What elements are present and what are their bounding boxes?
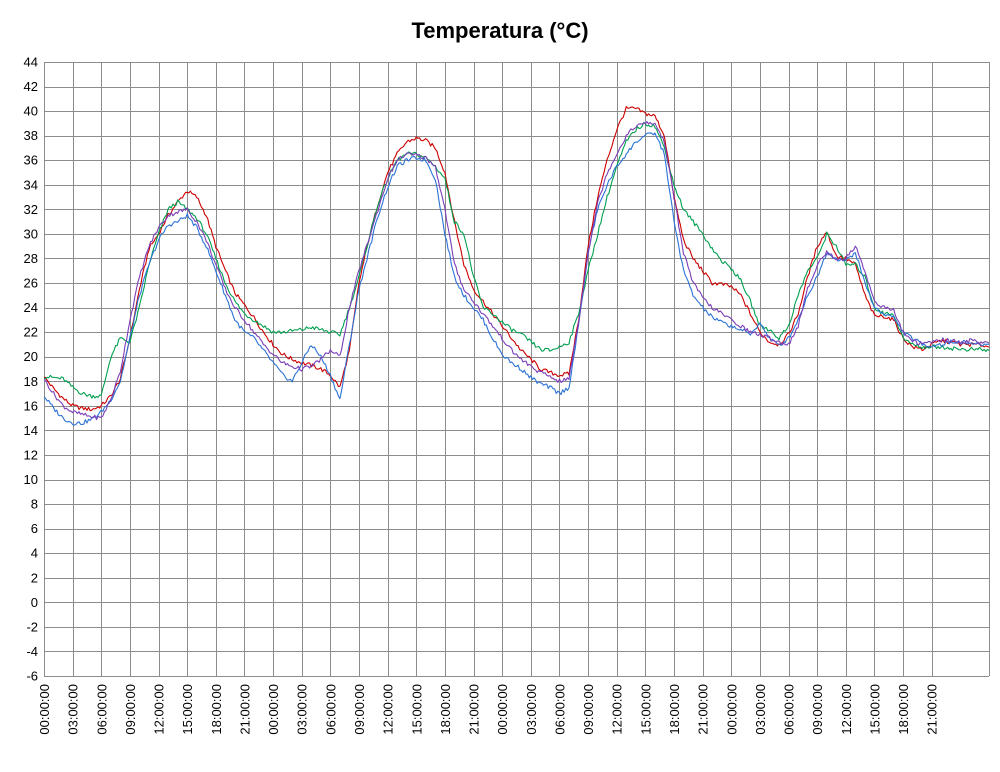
y-tick-label: 42 [24,79,38,94]
y-tick-label: 20 [24,349,38,364]
y-tick-label: 0 [31,595,38,610]
x-tick-label: 12:00:00 [381,684,396,735]
x-tick-label: 18:00:00 [667,684,682,735]
x-tick-label: 15:00:00 [409,684,424,735]
y-tick-label: 30 [24,226,38,241]
series-layer [43,106,990,426]
x-tick-label: 09:00:00 [581,684,596,735]
y-tick-label: 34 [24,177,38,192]
x-tick-label: 09:00:00 [123,684,138,735]
x-tick-label: 00:00:00 [37,684,52,735]
x-tick-label: 06:00:00 [94,684,109,735]
y-tick-label: 38 [24,128,38,143]
y-tick-label: 16 [24,398,38,413]
y-tick-label: 2 [31,570,38,585]
y-tick-label: 40 [24,104,38,119]
y-tick-label: 14 [24,423,38,438]
x-tick-label: 00:00:00 [724,684,739,735]
y-tick-label: -2 [26,619,38,634]
y-tick-label: 28 [24,251,38,266]
x-tick-label: 06:00:00 [552,684,567,735]
x-tick-label: 15:00:00 [638,684,653,735]
x-tick-label: 03:00:00 [295,684,310,735]
x-tick-label: 21:00:00 [696,684,711,735]
y-tick-label: 10 [24,472,38,487]
x-tick-label: 03:00:00 [524,684,539,735]
x-tick-label: 18:00:00 [209,684,224,735]
x-tick-label: 06:00:00 [782,684,797,735]
x-tick-label: 06:00:00 [323,684,338,735]
y-tick-label: 36 [24,153,38,168]
x-tick-label: 12:00:00 [839,684,854,735]
series-line-1 [43,106,990,412]
x-tick-label: 00:00:00 [266,684,281,735]
x-tick-label: 03:00:00 [753,684,768,735]
x-tick-label: 09:00:00 [810,684,825,735]
y-tick-label: -4 [26,644,38,659]
y-tick-label: 22 [24,325,38,340]
x-tick-label: 03:00:00 [66,684,81,735]
y-tick-label: 4 [31,546,38,561]
y-tick-label: 32 [24,202,38,217]
chart-title: Temperatura (°C) [411,18,588,43]
y-tick-label: 24 [24,300,38,315]
grid-layer [44,62,990,677]
x-tick-label: 12:00:00 [152,684,167,735]
x-tick-label: 15:00:00 [180,684,195,735]
y-axis-ticks: -6-4-20246810121416182022242628303234363… [24,55,38,684]
x-tick-label: 21:00:00 [925,684,940,735]
x-tick-label: 18:00:00 [896,684,911,735]
x-tick-label: 09:00:00 [352,684,367,735]
y-tick-label: 6 [31,521,38,536]
y-tick-label: 26 [24,276,38,291]
x-tick-label: 21:00:00 [467,684,482,735]
y-tick-label: 8 [31,497,38,512]
x-tick-label: 00:00:00 [495,684,510,735]
y-tick-label: 12 [24,447,38,462]
y-tick-label: 44 [24,55,38,70]
series-line-2 [44,121,990,399]
y-tick-label: 18 [24,374,38,389]
x-tick-label: 15:00:00 [867,684,882,735]
x-tick-label: 21:00:00 [237,684,252,735]
x-axis-ticks: 00:00:00 03:00:00 06:00:00 09:00:00 12:00:00… [37,684,940,735]
y-tick-label: -6 [26,669,38,684]
series-line-4 [43,120,990,421]
series-line-3 [43,132,990,426]
x-tick-label: 18:00:00 [438,684,453,735]
x-tick-label: 12:00:00 [610,684,625,735]
